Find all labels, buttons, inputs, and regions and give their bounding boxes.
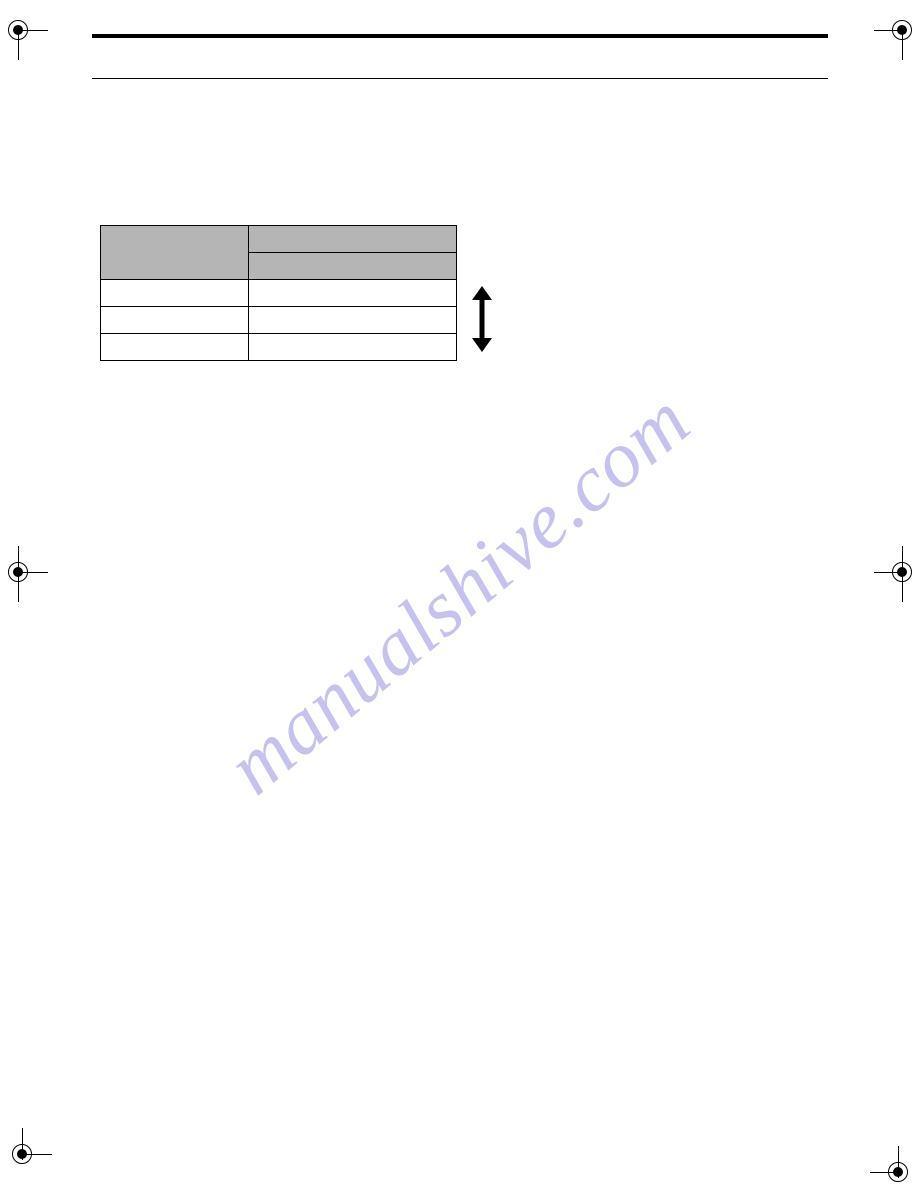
table-header-cell-a: [101, 226, 249, 280]
top-rule-thin: [92, 78, 828, 79]
table-header-cell-b2: [249, 253, 457, 280]
vertical-double-arrow-icon: [470, 286, 494, 357]
table-cell: [101, 334, 249, 361]
top-rule-thick: [92, 34, 828, 38]
table-cell: [249, 307, 457, 334]
registration-mark-icon: [874, 4, 918, 60]
table-cell: [101, 280, 249, 307]
table-row: [101, 334, 457, 361]
registration-mark-icon: [0, 546, 48, 602]
registration-mark-icon: [870, 1146, 918, 1202]
registration-mark-icon: [0, 4, 48, 60]
watermark-text: manualshive.com: [210, 375, 707, 813]
table-cell: [249, 280, 457, 307]
table-header-row-1: [101, 226, 457, 253]
registration-mark-icon: [874, 546, 918, 602]
table-row: [101, 307, 457, 334]
registration-mark-icon: [0, 1128, 52, 1184]
table-cell: [101, 307, 249, 334]
table-cell: [249, 334, 457, 361]
spec-table: [100, 225, 457, 361]
table-row: [101, 280, 457, 307]
table-header-cell-b1: [249, 226, 457, 253]
